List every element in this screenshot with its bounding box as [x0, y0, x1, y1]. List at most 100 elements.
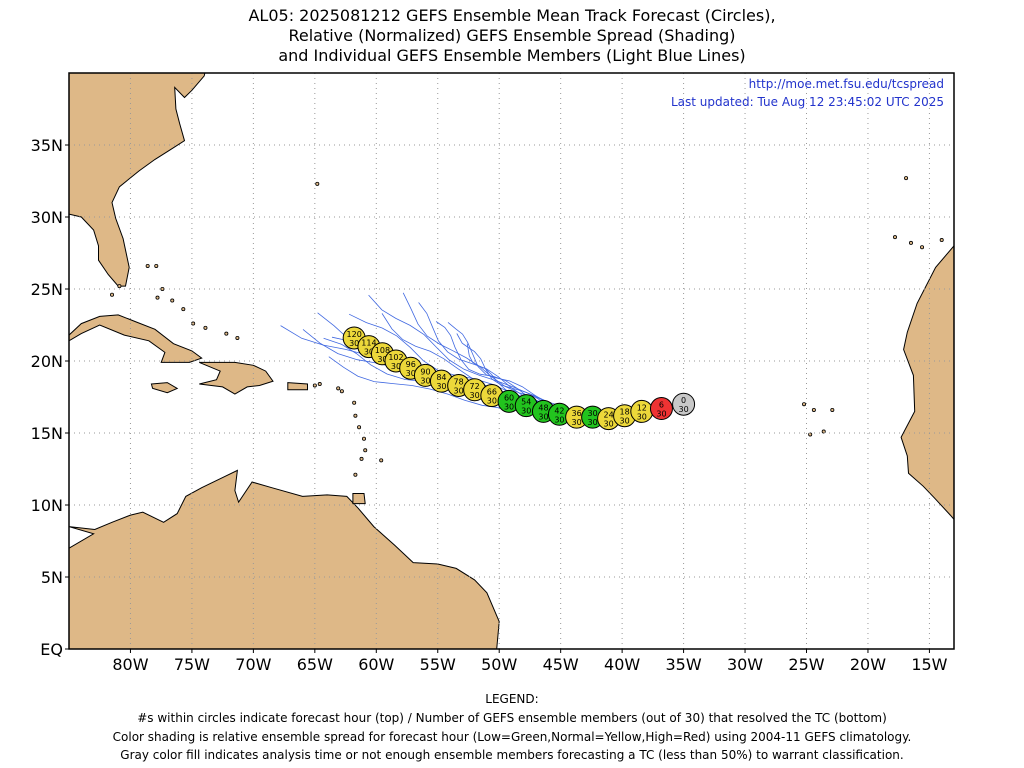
member-count-label: 30: [487, 397, 497, 406]
lon-tick-label: 75W: [174, 655, 210, 674]
forecast-hour-label: 66: [487, 388, 497, 397]
island: [181, 307, 186, 312]
lat-tick-label: 10N: [31, 496, 63, 515]
track-circle: [672, 392, 696, 416]
island: [379, 458, 384, 463]
island: [312, 383, 317, 388]
land-us-east-coast: [69, 73, 217, 287]
member-count-label: 30: [349, 339, 359, 348]
island: [363, 448, 368, 453]
land-south-america: [69, 469, 500, 649]
forecast-hour-label: 48: [538, 403, 548, 412]
island: [317, 382, 322, 387]
island: [357, 425, 362, 430]
legend-heading: LEGEND:: [485, 692, 539, 706]
lat-tick-label: 5N: [41, 568, 63, 587]
lon-tick-label: 30W: [727, 655, 763, 674]
member-count-label: 30: [678, 405, 688, 414]
lat-tick-label: 15N: [31, 424, 63, 443]
island: [154, 263, 159, 268]
lat-tick-label: 30N: [31, 208, 63, 227]
island: [939, 238, 944, 243]
member-count-label: 30: [619, 417, 629, 426]
island: [359, 456, 364, 461]
island: [821, 429, 826, 434]
forecast-hour-label: 60: [504, 393, 514, 402]
forecast-hour-label: 96: [406, 360, 416, 369]
lon-tick-label: 65W: [297, 655, 333, 674]
track-point-hour-6: 630: [649, 397, 673, 421]
lat-tick-label: 25N: [31, 280, 63, 299]
island: [315, 181, 320, 186]
legend-line-2: Color shading is relative ensemble sprea…: [112, 730, 912, 744]
island: [224, 331, 229, 336]
member-count-label: 30: [406, 369, 416, 378]
axis-ticks: 80W 75W 70W 65W 60W 55W 50W 45W 40W 35W 30W 25W 20W 1…: [31, 136, 948, 674]
lon-tick-label: 80W: [112, 655, 148, 674]
title-line-3: and Individual GEFS Ensemble Members (Li…: [278, 46, 746, 65]
island: [353, 472, 358, 477]
forecast-hour-label: 36: [572, 409, 582, 418]
island: [145, 263, 150, 268]
forecast-hour-label: 114: [361, 339, 376, 348]
member-count-label: 30: [454, 386, 464, 395]
island: [339, 389, 344, 394]
lon-tick-label: 40W: [604, 655, 640, 674]
grid-lines: [69, 73, 954, 649]
title-line-2: Relative (Normalized) GEFS Ensemble Spre…: [288, 26, 736, 45]
lon-tick-label: 35W: [665, 655, 701, 674]
track-point-hour-0: 030: [672, 392, 696, 416]
land-trinidad: [352, 493, 366, 505]
track-circle: [649, 397, 673, 421]
forecast-hour-label: 12: [637, 403, 647, 412]
lon-tick-label: 25W: [788, 655, 824, 674]
island: [811, 407, 816, 412]
member-count-label: 30: [572, 418, 582, 427]
forecast-hour-label: 102: [388, 353, 403, 362]
member-count-label: 30: [521, 407, 531, 416]
member-count-label: 30: [588, 418, 598, 427]
island: [802, 402, 807, 407]
island: [170, 298, 175, 303]
island: [336, 386, 341, 391]
lon-tick-label: 45W: [543, 655, 579, 674]
member-count-label: 30: [554, 415, 564, 424]
member-count-label: 30: [470, 391, 480, 400]
forecast-hour-label: 108: [375, 346, 390, 355]
island: [235, 335, 240, 340]
member-count-label: 30: [538, 412, 548, 421]
source-url-link[interactable]: http://moe.met.fsu.edu/tcspread: [749, 77, 944, 91]
member-count-label: 30: [656, 410, 666, 419]
member-count-label: 30: [377, 355, 387, 364]
land-hispaniola: [199, 361, 274, 395]
island: [352, 400, 357, 405]
lon-tick-label: 55W: [420, 655, 456, 674]
island: [110, 292, 115, 297]
forecast-hour-label: 24: [604, 411, 614, 420]
island: [361, 436, 366, 441]
land-africa: [900, 245, 954, 521]
island: [904, 176, 909, 181]
lon-tick-label: 20W: [850, 655, 886, 674]
lat-tick-label: EQ: [40, 640, 63, 659]
forecast-hour-label: 42: [554, 406, 564, 415]
land-north-america: [69, 73, 218, 74]
lat-tick-label: 35N: [31, 136, 63, 155]
forecast-hour-label: 18: [619, 408, 629, 417]
member-count-label: 30: [391, 362, 401, 371]
forecast-hour-label: 30: [588, 409, 598, 418]
island: [117, 284, 122, 289]
forecast-hour-label: 54: [521, 398, 531, 407]
island: [808, 432, 813, 437]
island: [203, 325, 208, 330]
member-count-label: 30: [637, 412, 647, 421]
forecast-hour-label: 72: [470, 382, 480, 391]
forecast-hour-label: 78: [454, 377, 464, 386]
